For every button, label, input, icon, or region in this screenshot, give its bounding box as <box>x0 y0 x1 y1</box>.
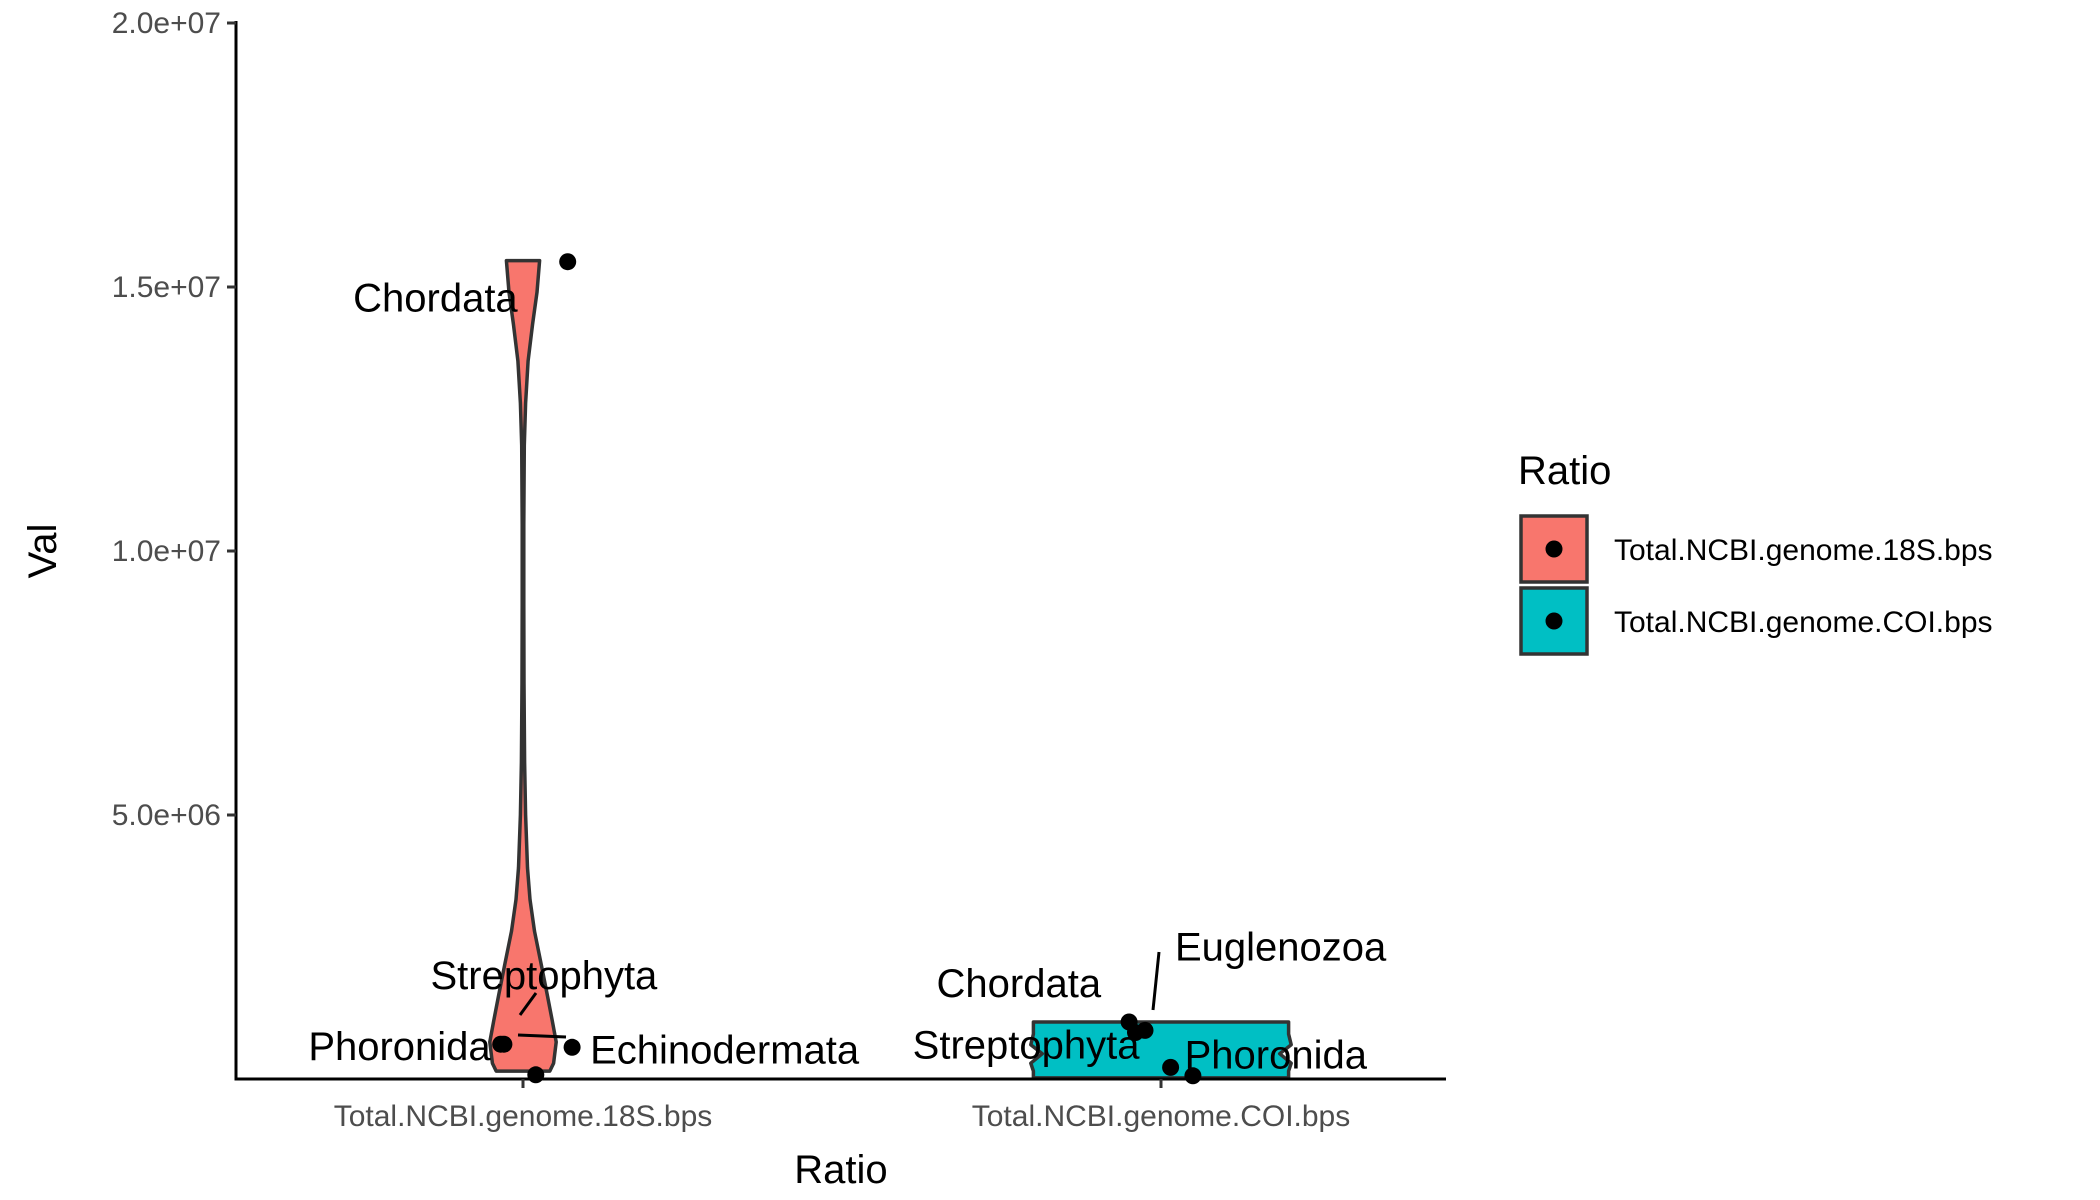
y-tick-label: 5.0e+06 <box>112 799 221 832</box>
point-label-layer: Chordata Streptophyta Phoronida Echinoderma… <box>308 277 1387 1078</box>
label-connector <box>517 1033 567 1039</box>
point-label: Phoronida <box>308 1025 491 1069</box>
data-point <box>563 1038 581 1056</box>
data-point <box>492 1035 510 1053</box>
point-label: Streptophyta <box>430 954 658 998</box>
point-layer <box>492 253 1202 1085</box>
legend-items: Total.NCBI.genome.18S.bps Total.NCBI.geno… <box>1519 514 1993 656</box>
legend-label: Total.NCBI.genome.18S.bps <box>1614 534 1993 567</box>
y-tick-label: 1.0e+07 <box>112 535 221 568</box>
legend-label: Total.NCBI.genome.COI.bps <box>1614 606 1993 639</box>
x-tick-label: Total.NCBI.genome.18S.bps <box>334 1100 713 1133</box>
y-tick-label: 1.5e+07 <box>112 271 221 304</box>
point-label: Chordata <box>353 277 518 321</box>
label-connector <box>1151 951 1161 1011</box>
y-tick-label: 2.0e+07 <box>112 7 221 40</box>
violin-layer <box>488 258 1293 1080</box>
violin-coi <box>1029 1020 1293 1080</box>
data-point <box>559 253 577 271</box>
x-tick-label: Total.NCBI.genome.COI.bps <box>972 1100 1351 1133</box>
legend-key-point <box>1545 612 1563 630</box>
point-label: Euglenozoa <box>1175 925 1387 969</box>
point-label: Chordata <box>937 962 1102 1006</box>
axes <box>234 21 1446 1081</box>
x-axis-title: Ratio <box>794 1148 887 1192</box>
label-connector <box>518 992 538 1016</box>
tick-layer: 5.0e+06 1.0e+07 1.5e+07 2.0e+07 Total.NCBI.g… <box>112 7 1351 1133</box>
legend-key-point <box>1545 540 1563 558</box>
point-label: Phoronida <box>1185 1033 1368 1077</box>
point-label: Echinodermata <box>590 1028 860 1072</box>
legend: Ratio Total.NCBI.genome.18S.bpsTotal.NCB… <box>1518 449 1993 656</box>
y-axis-title: Val <box>21 524 65 579</box>
data-point <box>1127 1024 1144 1041</box>
data-point <box>527 1066 545 1084</box>
point-label: Streptophyta <box>913 1024 1141 1068</box>
legend-title: Ratio <box>1518 449 1611 493</box>
data-point <box>1162 1058 1180 1076</box>
violin-18s <box>488 258 558 1073</box>
label-connector-layer <box>517 951 1161 1039</box>
